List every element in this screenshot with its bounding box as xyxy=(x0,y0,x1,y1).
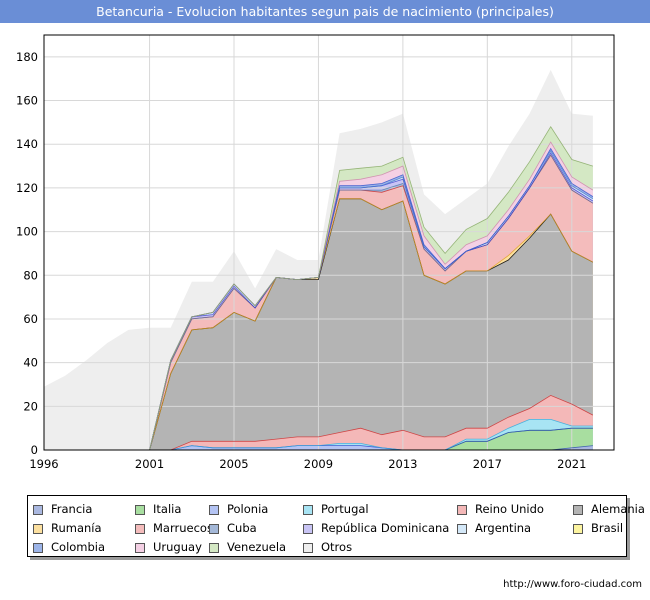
legend-label: Colombia xyxy=(51,540,106,554)
y-tick-label: 120 xyxy=(16,181,38,195)
y-tick-label: 40 xyxy=(23,356,38,370)
chart-title: Betancuria - Evolucion habitantes segun … xyxy=(0,0,650,23)
legend-label: República Dominicana xyxy=(321,521,450,535)
y-tick-label: 100 xyxy=(16,225,38,239)
y-tick-label: 80 xyxy=(23,268,38,282)
legend-label: Otros xyxy=(321,540,353,554)
legend-swatch xyxy=(303,524,313,534)
legend-swatch xyxy=(209,505,219,515)
legend-swatch xyxy=(573,505,583,515)
legend-swatch xyxy=(135,505,145,515)
x-tick-label: 2001 xyxy=(135,457,164,471)
legend-label: Venezuela xyxy=(227,540,287,554)
legend-swatch xyxy=(209,524,219,534)
y-tick-label: 180 xyxy=(16,50,38,64)
legend-label: Argentina xyxy=(475,521,532,535)
source-url[interactable]: http://www.foro-ciudad.com xyxy=(503,579,642,590)
y-tick-label: 140 xyxy=(16,137,38,151)
x-tick-label: 2013 xyxy=(388,457,417,471)
legend-label: Marruecos xyxy=(153,521,213,535)
chart-legend: Francia Italia Polonia Portugal Reino Unido A… xyxy=(27,495,645,557)
legend-label: Brasil xyxy=(591,521,624,535)
x-tick-label: 1996 xyxy=(29,457,58,471)
legend-swatch xyxy=(457,524,467,534)
legend-swatch xyxy=(135,524,145,534)
legend-swatch xyxy=(33,505,43,515)
plot-frame xyxy=(43,34,615,451)
legend-label: Italia xyxy=(153,502,182,516)
legend-swatch xyxy=(135,543,145,553)
x-tick-label: 2009 xyxy=(304,457,333,471)
x-tick-label: 2017 xyxy=(473,457,502,471)
legend-swatch xyxy=(573,524,583,534)
legend-label: Polonia xyxy=(227,502,269,516)
legend-swatch xyxy=(209,543,219,553)
legend-label: Francia xyxy=(51,502,93,516)
y-tick-label: 60 xyxy=(23,312,38,326)
x-tick-label: 2021 xyxy=(557,457,586,471)
legend-swatch xyxy=(303,543,313,553)
legend-label: Reino Unido xyxy=(475,502,544,516)
legend-label: Cuba xyxy=(227,521,257,535)
y-tick-label: 20 xyxy=(23,399,38,413)
legend-swatch xyxy=(457,505,467,515)
legend-label: Uruguay xyxy=(153,540,202,554)
y-tick-label: 160 xyxy=(16,94,38,108)
legend-swatch xyxy=(33,524,43,534)
area-reino-unido xyxy=(44,395,593,450)
legend-label: Rumanía xyxy=(51,521,102,535)
legend-swatch xyxy=(303,505,313,515)
legend-label: Alemania xyxy=(591,502,645,516)
x-tick-label: 2005 xyxy=(219,457,248,471)
y-tick-label: 0 xyxy=(31,443,38,457)
legend-label: Portugal xyxy=(321,502,369,516)
legend-swatch xyxy=(33,543,43,553)
